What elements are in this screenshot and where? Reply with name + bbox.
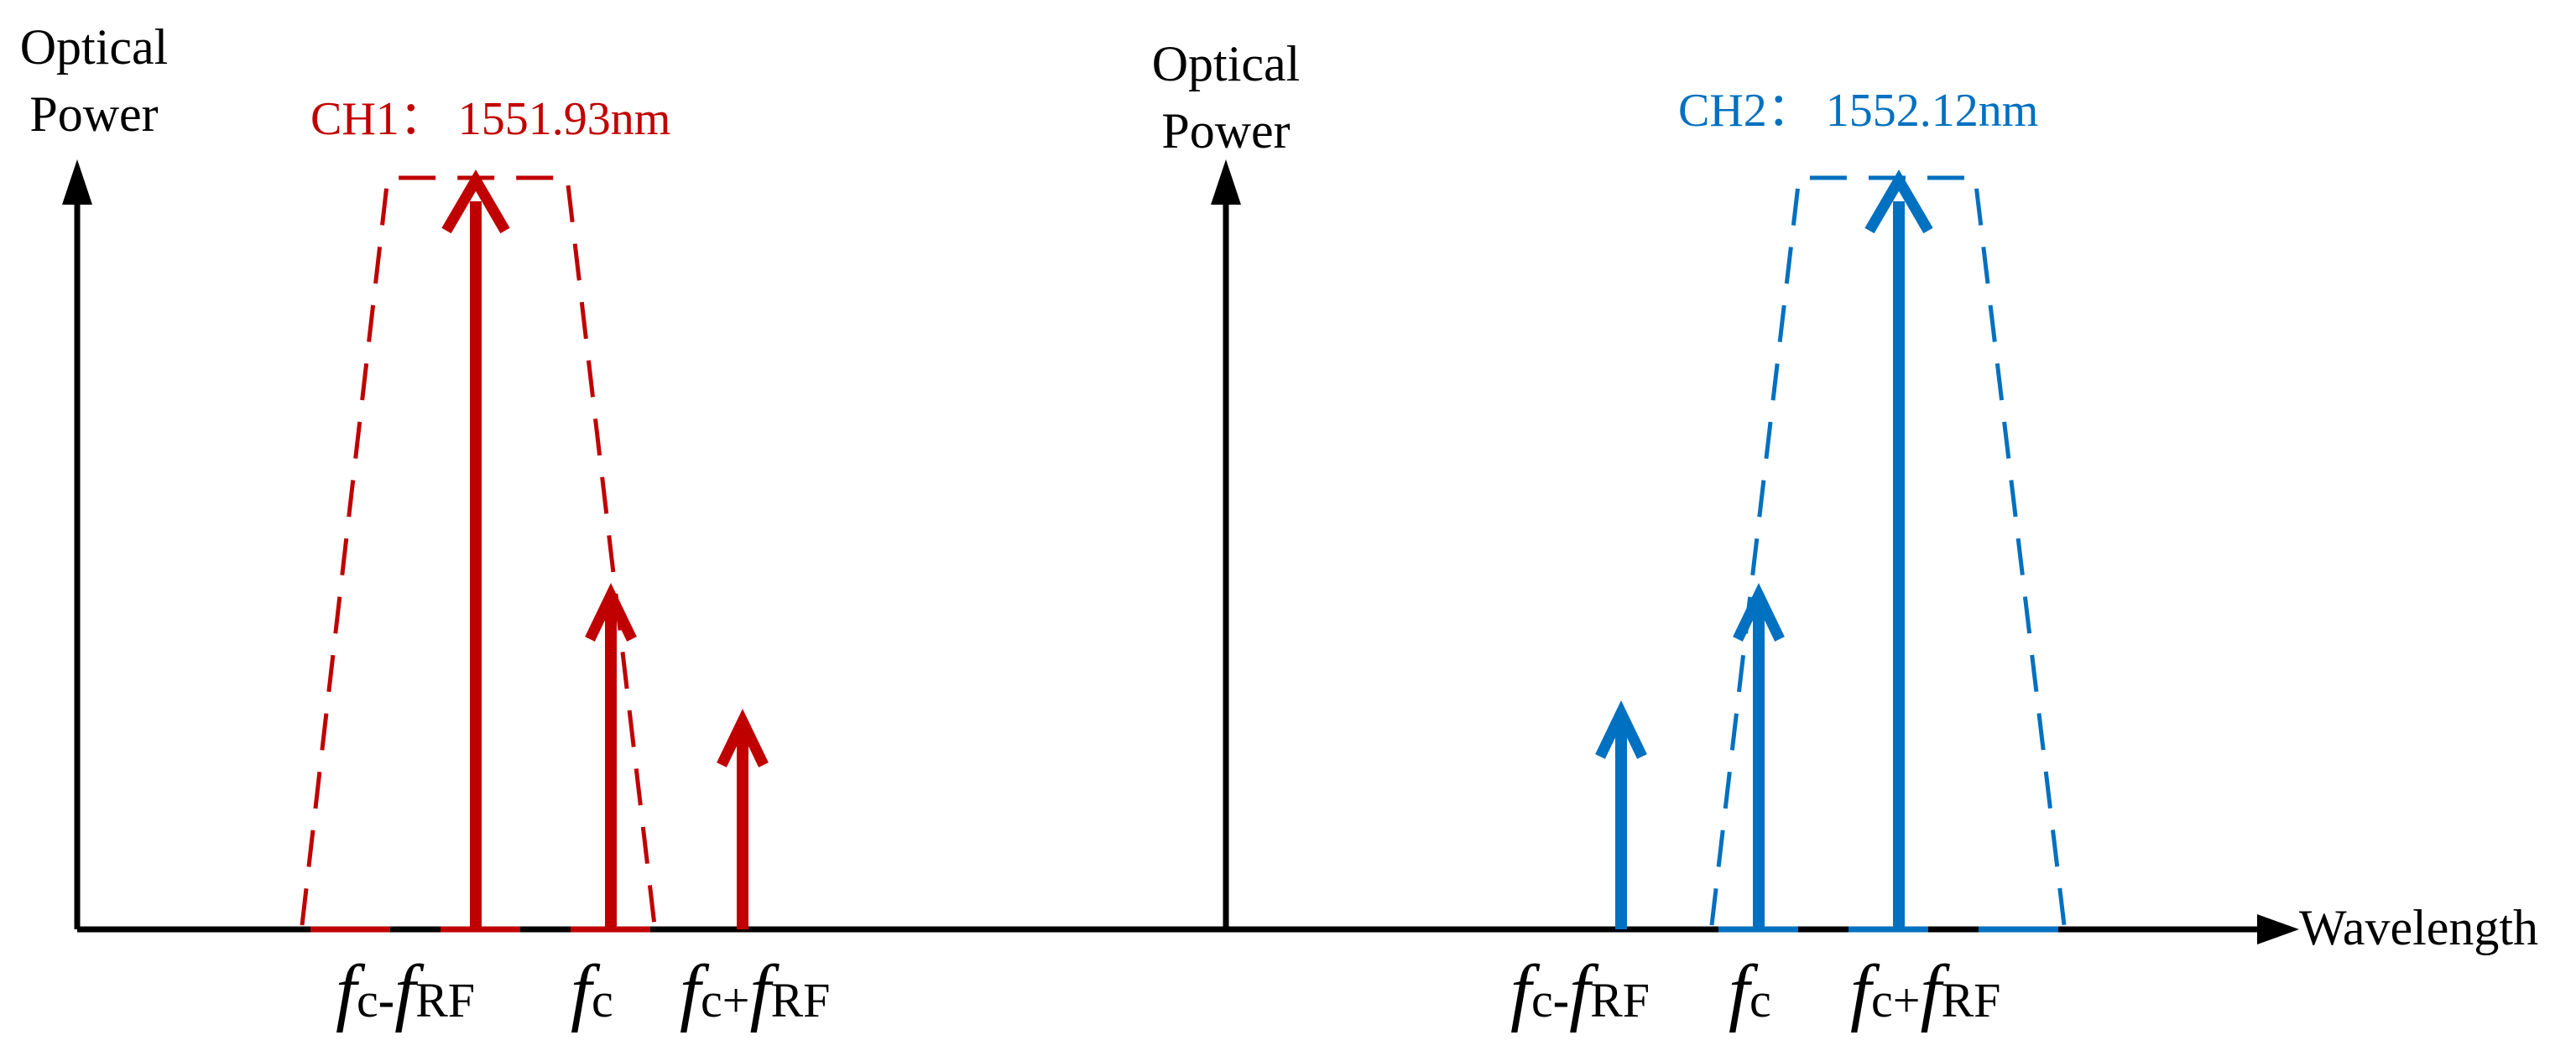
y-axis-label-left-line2: Power [29,86,158,142]
ch2-arrow-fc-minus-frf [1595,700,1647,929]
x-axis-label: Wavelength [2299,900,2538,955]
ch1-arrow-fc-minus-frf [441,169,510,929]
ch1-tick-label-fc-plus-frf: fc+fRF [680,950,830,1033]
y-axis-label-left-line1: Optical [20,19,169,75]
y-axis-label-right-line1: Optical [1152,36,1301,91]
ch2-label: CH2： 1552.12nm [1678,85,2038,137]
x-axis-arrowhead [2257,914,2299,944]
y-axis-label-right-line2: Power [1161,103,1290,159]
ch2-group: CH2： 1552.12nm fc-fRF fc fc+fRF [1510,85,2067,1033]
ch1-label: CH1： 1551.93nm [310,93,670,145]
ch2-arrow-fc [1733,582,1785,929]
ch1-arrow-fc [585,582,637,929]
ch1-tick-label-fc: fc [571,950,613,1033]
axes [62,159,2299,944]
ch2-tick-label-fc-plus-frf: fc+fRF [1850,950,2000,1033]
ch1-tick-label-fc-minus-frf: fc-fRF [336,950,475,1033]
ch2-arrow-fc-plus-frf [1864,169,1933,929]
ch2-filter-outline [1709,175,2067,926]
ch2-tick-label-fc: fc [1729,950,1771,1033]
y-axis-arrowhead-right [1211,159,1241,205]
y-axis-arrowhead-left [62,159,92,205]
ch1-group: CH1： 1551.93nm fc-fRF fc fc+fRF [300,93,830,1033]
ch2-tick-label-fc-minus-frf: fc-fRF [1510,950,1650,1033]
ch1-arrow-fc-plus-frf [717,708,769,929]
